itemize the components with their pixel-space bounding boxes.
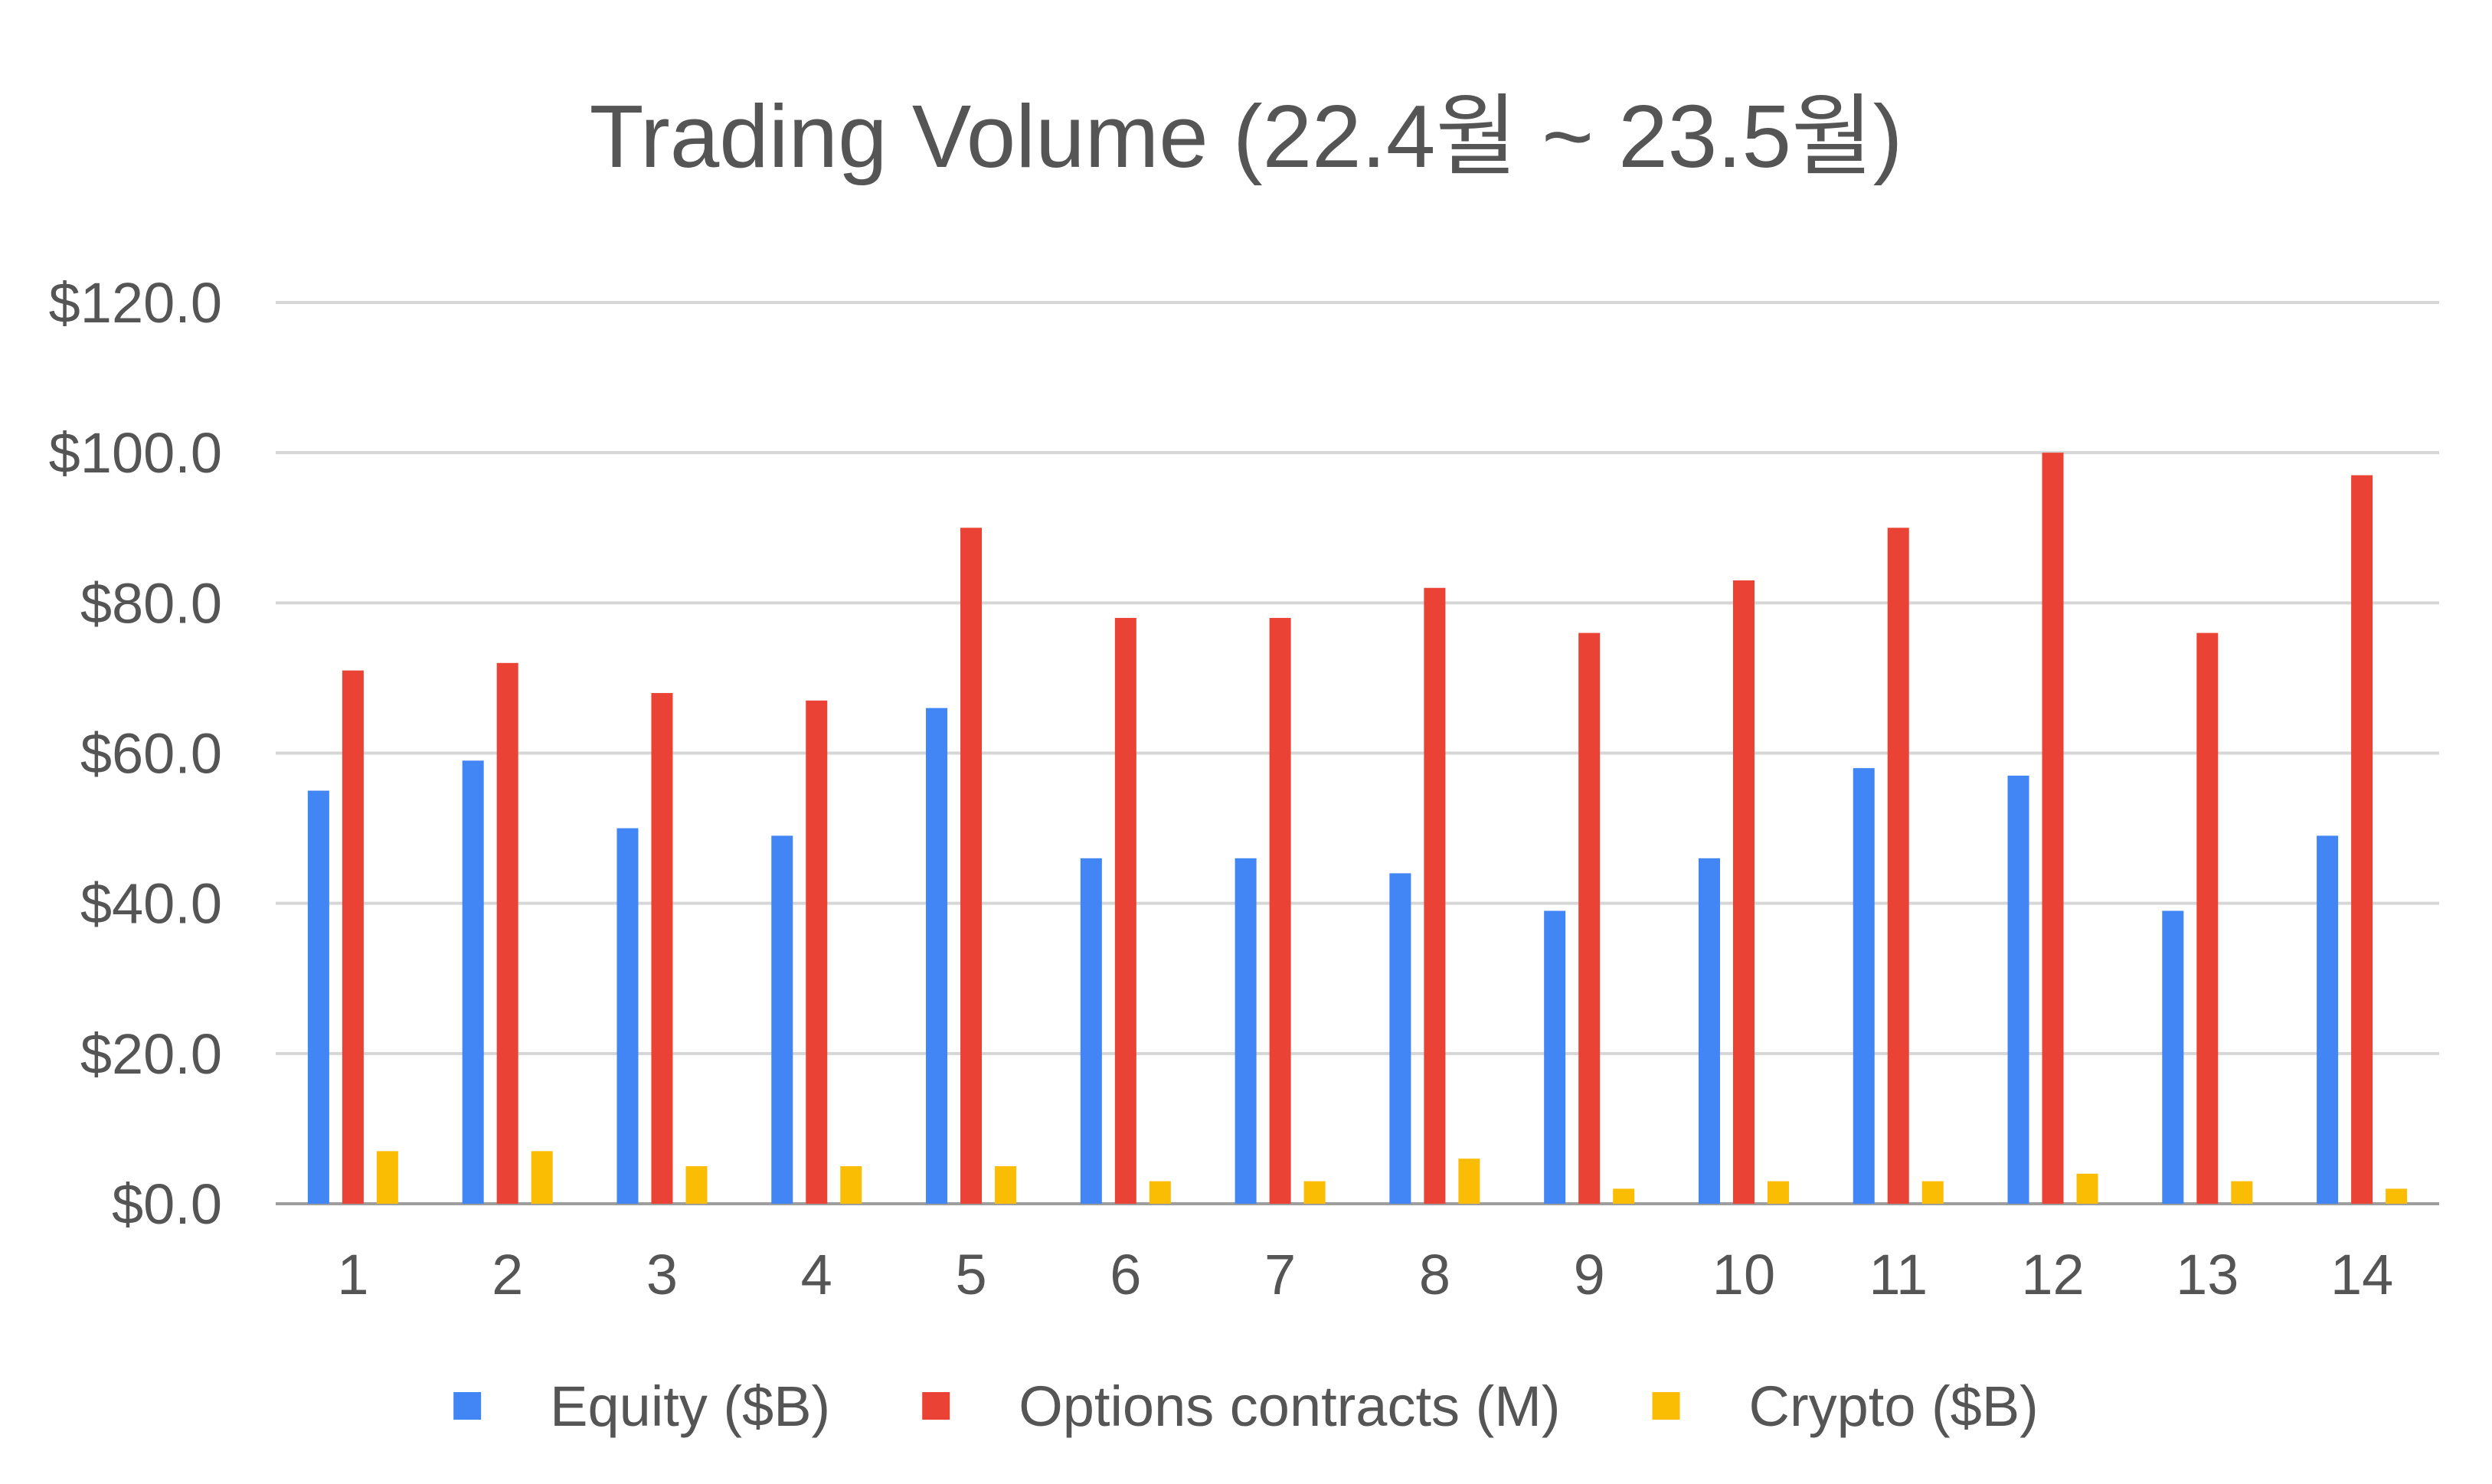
bar-options-10	[1732, 580, 1755, 1204]
legend-swatch	[922, 1392, 950, 1420]
gridlines	[276, 301, 2439, 1205]
x-tick-label: 3	[646, 1243, 678, 1306]
x-tick-label: 14	[2330, 1243, 2393, 1306]
bar-equity-5	[926, 708, 948, 1204]
bar-options-6	[1114, 617, 1136, 1204]
y-tick-label: $20.0	[80, 1022, 222, 1086]
bar-crypto-11	[1921, 1181, 1944, 1204]
bar-crypto-14	[2386, 1188, 2408, 1204]
x-tick-label: 6	[1110, 1243, 1141, 1306]
y-tick-label: $100.0	[49, 421, 222, 485]
bar-equity-12	[2007, 775, 2029, 1204]
bar-options-8	[1424, 587, 1446, 1204]
x-tick-label: 9	[1574, 1243, 1605, 1306]
bar-options-2	[496, 662, 518, 1204]
legend-label: Crypto ($B)	[1749, 1374, 2039, 1438]
bar-crypto-1	[376, 1151, 398, 1204]
y-tick-label: $120.0	[49, 271, 222, 335]
x-tick-label: 2	[492, 1243, 523, 1306]
bar-options-5	[960, 528, 983, 1204]
bar-equity-2	[462, 760, 484, 1204]
x-tick-label: 8	[1419, 1243, 1450, 1306]
legend-label: Options contracts (M)	[1019, 1374, 1560, 1438]
y-tick-label: $80.0	[80, 571, 222, 635]
bar-crypto-3	[685, 1165, 708, 1204]
legend: Equity ($B) Options contracts (M) Crypto (…	[453, 1374, 2039, 1438]
y-tick-label: $60.0	[80, 722, 222, 786]
bar-equity-4	[771, 835, 793, 1204]
legend-label: Equity ($B)	[550, 1374, 830, 1438]
bar-equity-8	[1389, 873, 1411, 1204]
x-tick-label: 13	[2176, 1243, 2239, 1306]
bar-crypto-5	[995, 1165, 1017, 1204]
bar-options-14	[2351, 475, 2373, 1204]
bar-equity-14	[2317, 835, 2339, 1204]
bar-equity-1	[307, 790, 329, 1204]
bar-equity-7	[1235, 858, 1257, 1204]
bars	[307, 453, 2408, 1204]
bar-options-4	[806, 700, 828, 1204]
bar-equity-6	[1080, 858, 1102, 1204]
x-tick-label: 7	[1264, 1243, 1296, 1306]
x-tick-label: 5	[955, 1243, 986, 1306]
legend-swatch	[453, 1392, 482, 1420]
bar-options-12	[2042, 453, 2064, 1204]
legend-swatch	[1652, 1392, 1680, 1420]
bar-equity-3	[616, 828, 639, 1204]
bar-crypto-10	[1767, 1181, 1789, 1204]
x-tick-label: 4	[801, 1243, 832, 1306]
bar-options-9	[1578, 632, 1601, 1204]
bar-options-11	[1887, 528, 1909, 1204]
y-tick-label: $40.0	[80, 872, 222, 936]
bar-crypto-4	[840, 1165, 862, 1204]
bar-crypto-6	[1149, 1181, 1171, 1204]
bar-options-1	[342, 670, 364, 1204]
bar-equity-13	[2162, 910, 2184, 1204]
bar-equity-9	[1544, 910, 1566, 1204]
bar-crypto-7	[1303, 1181, 1326, 1204]
y-tick-label: $0.0	[112, 1172, 222, 1236]
bar-options-13	[2196, 632, 2219, 1204]
y-axis-tick-labels: $0.0 $20.0 $40.0 $60.0 $80.0 $100.0 $120.0	[49, 271, 222, 1236]
x-tick-label: 10	[1712, 1243, 1775, 1306]
bar-crypto-9	[1613, 1188, 1635, 1204]
bar-crypto-8	[1458, 1159, 1480, 1204]
bar-options-7	[1269, 617, 1291, 1204]
bar-crypto-12	[2076, 1173, 2098, 1204]
bar-crypto-13	[2231, 1181, 2253, 1204]
bar-crypto-2	[531, 1151, 553, 1204]
x-axis-tick-labels: 1 2 3 4 5 6 7 8 9 10 11 12 13 14	[337, 1243, 2393, 1306]
x-tick-label: 1	[337, 1243, 368, 1306]
bar-equity-10	[1698, 858, 1720, 1204]
x-tick-label: 11	[1869, 1243, 1928, 1306]
x-tick-label: 12	[2021, 1243, 2084, 1306]
bar-options-3	[651, 693, 673, 1204]
chart-title: Trading Volume (22.4월 ~ 23.5월)	[590, 87, 1903, 186]
bar-equity-11	[1853, 768, 1875, 1204]
